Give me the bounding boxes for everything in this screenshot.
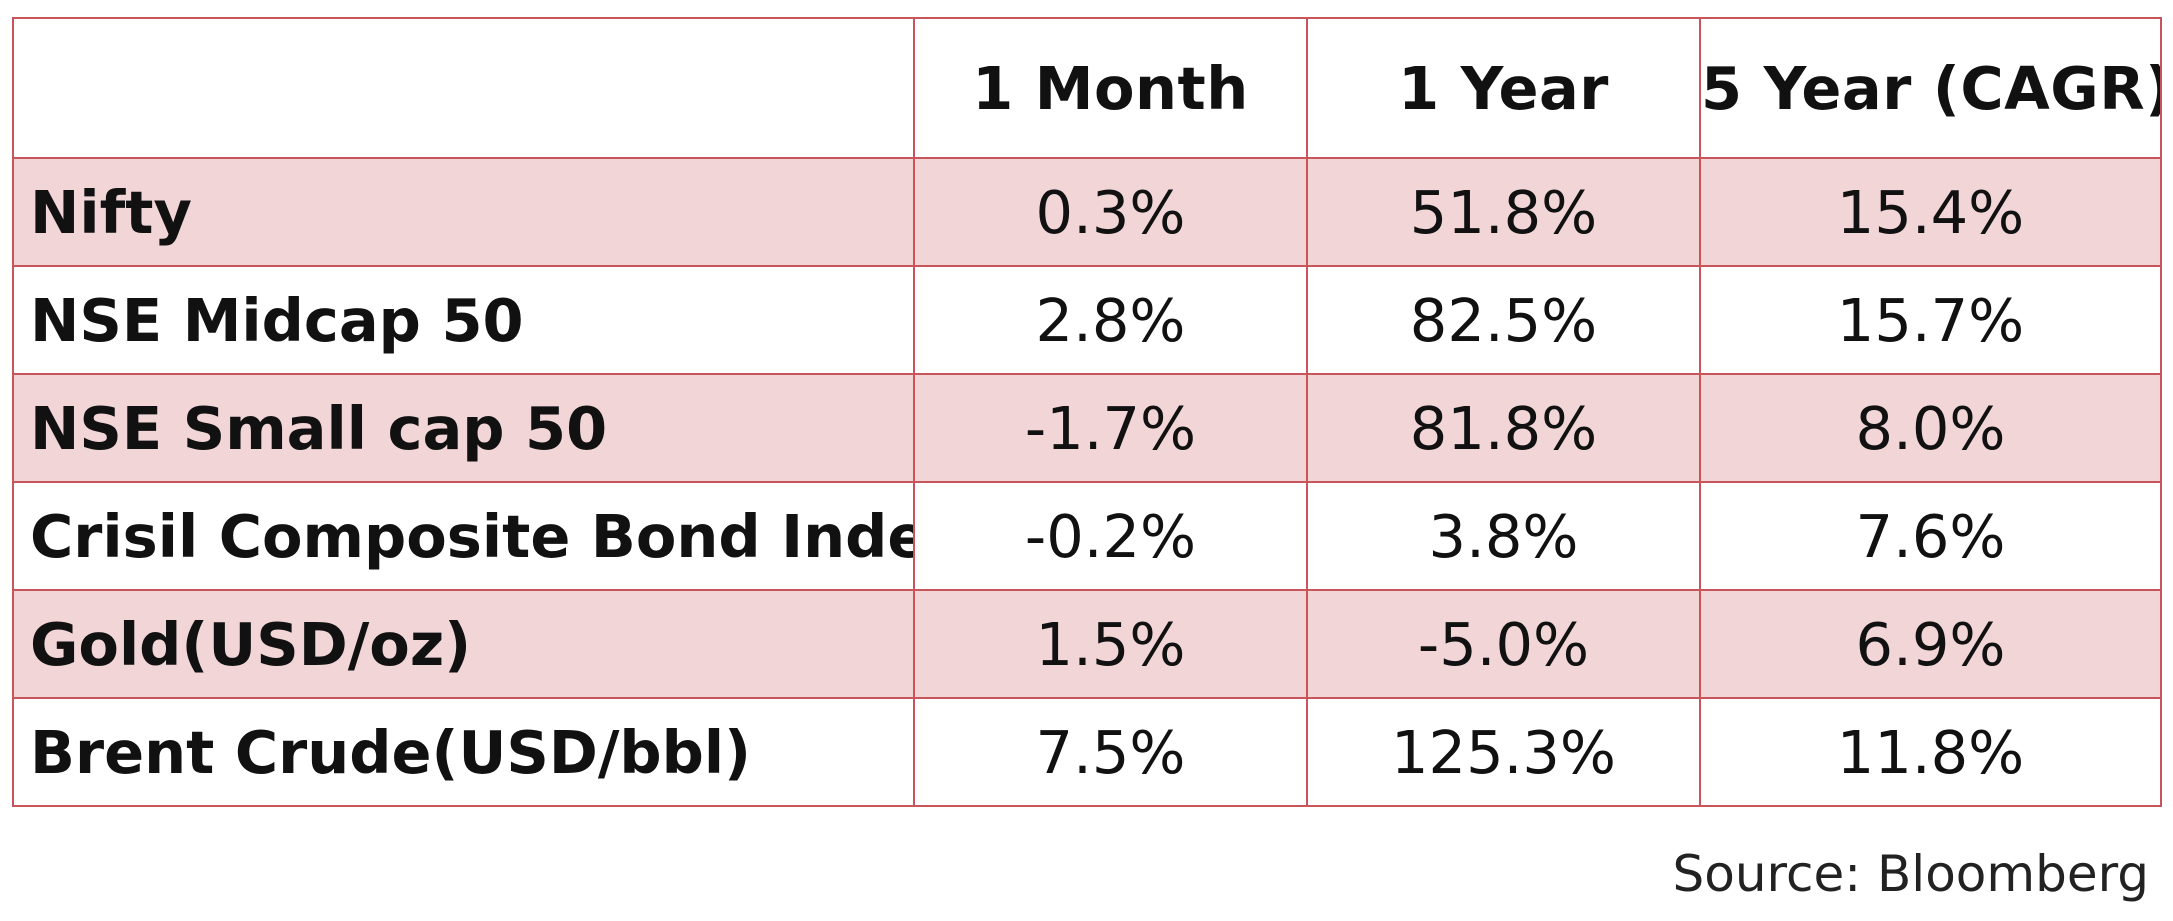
value-5-year: 15.7% (1699, 265, 2162, 375)
value-5-year: 6.9% (1699, 589, 2162, 699)
row-label: Crisil Composite Bond Index (12, 481, 915, 591)
value-5-year: 8.0% (1699, 373, 2162, 483)
row-label: Brent Crude(USD/bbl) (12, 697, 915, 807)
row-label: NSE Midcap 50 (12, 265, 915, 375)
value-1-year: 81.8% (1306, 373, 1701, 483)
value-5-year: 11.8% (1699, 697, 2162, 807)
value-1-year: 3.8% (1306, 481, 1701, 591)
table-row: Gold(USD/oz) 1.5% -5.0% 6.9% (12, 589, 2162, 699)
header-1-month: 1 Month (913, 17, 1308, 159)
value-1-month: -0.2% (913, 481, 1308, 591)
value-5-year: 7.6% (1699, 481, 2162, 591)
row-label: Nifty (12, 157, 915, 267)
header-5-year-cagr: 5 Year (CAGR) (1699, 17, 2162, 159)
value-1-month: -1.7% (913, 373, 1308, 483)
header-blank (12, 17, 915, 159)
source-note: Source: Bloomberg (1672, 845, 2149, 903)
value-1-year: 51.8% (1306, 157, 1701, 267)
table-row: Crisil Composite Bond Index -0.2% 3.8% 7… (12, 481, 2162, 591)
table-row: NSE Small cap 50 -1.7% 81.8% 8.0% (12, 373, 2162, 483)
table-row: Nifty 0.3% 51.8% 15.4% (12, 157, 2162, 267)
row-label: NSE Small cap 50 (12, 373, 915, 483)
row-label: Gold(USD/oz) (12, 589, 915, 699)
value-1-year: -5.0% (1306, 589, 1701, 699)
value-1-month: 7.5% (913, 697, 1308, 807)
value-1-month: 0.3% (913, 157, 1308, 267)
returns-table: 1 Month 1 Year 5 Year (CAGR) Nifty 0.3% … (12, 17, 2162, 807)
value-5-year: 15.4% (1699, 157, 2162, 267)
table-row: NSE Midcap 50 2.8% 82.5% 15.7% (12, 265, 2162, 375)
value-1-month: 1.5% (913, 589, 1308, 699)
header-row: 1 Month 1 Year 5 Year (CAGR) (12, 17, 2162, 159)
table-row: Brent Crude(USD/bbl) 7.5% 125.3% 11.8% (12, 697, 2162, 807)
value-1-year: 82.5% (1306, 265, 1701, 375)
value-1-month: 2.8% (913, 265, 1308, 375)
header-1-year: 1 Year (1306, 17, 1701, 159)
value-1-year: 125.3% (1306, 697, 1701, 807)
